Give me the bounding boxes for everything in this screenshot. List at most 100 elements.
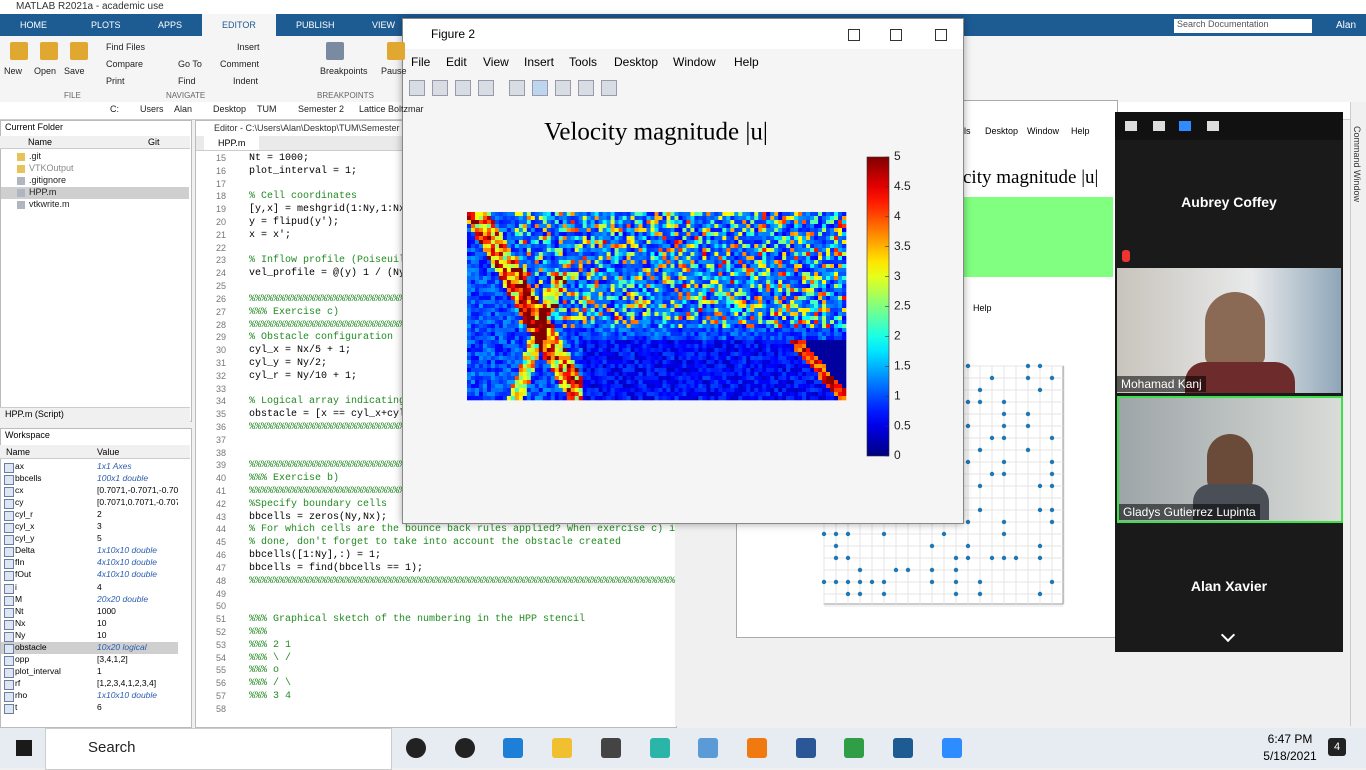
menu-item[interactable]: Window: [673, 55, 716, 69]
var-name[interactable]: Ny: [15, 629, 26, 640]
taskbar-app[interactable]: [746, 738, 767, 758]
toolbar-icon[interactable]: [532, 80, 548, 96]
window-control[interactable]: [935, 29, 947, 41]
file-name[interactable]: .gitignore: [29, 175, 67, 185]
file-name[interactable]: vtkwrite.m: [29, 199, 70, 209]
var-name[interactable]: cyl_y: [15, 533, 35, 544]
ribbon-tab[interactable]: APPS: [158, 20, 183, 30]
toolbar-icon[interactable]: [432, 80, 448, 96]
toolbar-icon[interactable]: [409, 80, 425, 96]
var-name[interactable]: opp: [15, 653, 30, 664]
ribbon-button[interactable]: Indent: [233, 76, 259, 86]
menu-item[interactable]: Desktop: [985, 126, 1019, 136]
var-name[interactable]: M: [15, 593, 23, 604]
menu-item[interactable]: Insert: [524, 55, 555, 69]
address-item[interactable]: C:: [110, 104, 119, 114]
ribbon-button[interactable]: Compare: [106, 59, 144, 69]
taskbar-app[interactable]: [844, 738, 865, 758]
toolbar-icon[interactable]: [478, 80, 494, 96]
menu-item[interactable]: ols: [959, 126, 971, 136]
var-name[interactable]: rho: [15, 689, 28, 700]
address-item[interactable]: Lattice Boltzmar: [359, 104, 424, 114]
taskbar-app[interactable]: [698, 738, 719, 758]
taskbar-app[interactable]: [600, 738, 621, 758]
ribbon-tab[interactable]: VIEW: [372, 20, 396, 30]
ribbon-button[interactable]: Comment: [220, 59, 260, 69]
taskbar-app[interactable]: [503, 738, 524, 758]
zoom-icon[interactable]: [1207, 121, 1219, 131]
ribbon-button[interactable]: Find Files: [106, 42, 146, 52]
file-name[interactable]: .git: [29, 151, 42, 161]
var-name[interactable]: t: [15, 702, 18, 712]
menu-item[interactable]: Edit: [446, 55, 467, 69]
sidebar-text[interactable]: Command Window: [1352, 126, 1362, 203]
ribbon-button[interactable]: Print: [106, 76, 125, 86]
var-name[interactable]: fIn: [15, 557, 25, 568]
editor-tab[interactable]: HPP.m: [204, 136, 260, 150]
menu-item[interactable]: Help: [1071, 126, 1090, 136]
ribbon-button[interactable]: Go To: [178, 59, 202, 69]
menu-item[interactable]: Window: [1027, 126, 1060, 136]
ribbon-button[interactable]: Pause: [381, 66, 407, 76]
taskbar-app[interactable]: [893, 738, 913, 758]
ribbon-button[interactable]: Open: [34, 66, 57, 76]
menu-item[interactable]: Tools: [569, 55, 598, 69]
address-item[interactable]: Desktop: [213, 104, 247, 114]
var-name[interactable]: i: [15, 581, 17, 592]
ribbon-button[interactable]: New: [4, 66, 23, 76]
var-name[interactable]: obstacle: [15, 641, 47, 652]
taskbar-app[interactable]: [795, 738, 816, 758]
address-item[interactable]: TUM: [257, 104, 277, 114]
menu-item[interactable]: Desktop: [614, 55, 659, 69]
var-name[interactable]: ax: [15, 461, 24, 471]
var-name[interactable]: cy: [15, 497, 24, 508]
zoom-icon[interactable]: [1153, 121, 1165, 131]
taskbar-app[interactable]: [406, 738, 426, 758]
ribbon-tab[interactable]: HOME: [20, 20, 47, 30]
address-item[interactable]: Alan: [174, 104, 193, 114]
search-box[interactable]: [45, 728, 392, 770]
ribbon-tab[interactable]: PUBLISH: [296, 20, 335, 30]
scroll-arrow[interactable]: [1220, 627, 1236, 643]
start-button[interactable]: [16, 740, 32, 756]
var-name[interactable]: Nt: [15, 605, 24, 616]
ribbon-button[interactable]: Breakpoints: [320, 66, 368, 76]
ribbon-tab[interactable]: PLOTS: [91, 20, 121, 30]
zoom-icon[interactable]: [1179, 121, 1191, 131]
var-name[interactable]: cyl_r: [15, 509, 33, 520]
menu-item[interactable]: View: [483, 55, 509, 69]
var-name[interactable]: cyl_x: [15, 521, 35, 532]
ribbon-button[interactable]: Save: [64, 66, 85, 76]
ribbon-tab[interactable]: EDITOR: [202, 14, 276, 36]
taskbar-app[interactable]: [649, 738, 670, 758]
window-control[interactable]: [890, 29, 902, 41]
address-item[interactable]: Semester 2: [298, 104, 345, 114]
toolbar-icon[interactable]: [509, 80, 525, 96]
search-box[interactable]: Search Documentation: [1174, 19, 1312, 33]
toolbar-icon[interactable]: [578, 80, 594, 96]
address-item[interactable]: Users: [140, 104, 164, 114]
menu-item[interactable]: Help: [734, 55, 759, 69]
toolbar-icon[interactable]: [555, 80, 571, 96]
toolbar-icon[interactable]: [601, 80, 617, 96]
ribbon-button[interactable]: Find: [178, 76, 196, 86]
taskbar-app[interactable]: [552, 738, 573, 758]
var-name[interactable]: plot_interval: [15, 665, 61, 676]
notification-badge[interactable]: 4: [1328, 738, 1346, 756]
taskbar-app[interactable]: [454, 738, 475, 758]
taskbar-app[interactable]: [941, 738, 962, 758]
menu-item[interactable]: File: [411, 55, 431, 69]
var-name[interactable]: bbcells: [15, 473, 42, 484]
var-name[interactable]: Nx: [15, 617, 26, 628]
toolbar-icon[interactable]: [455, 80, 471, 96]
ribbon-button[interactable]: Insert: [237, 42, 260, 52]
var-name[interactable]: rf: [15, 677, 21, 688]
file-name[interactable]: VTKOutput: [29, 163, 74, 173]
menu-item[interactable]: Help: [973, 303, 992, 313]
zoom-icon[interactable]: [1125, 121, 1137, 131]
var-name[interactable]: cx: [15, 485, 24, 496]
var-name[interactable]: fOut: [15, 569, 32, 580]
window-control[interactable]: [848, 29, 860, 41]
var-name[interactable]: Delta: [15, 545, 35, 556]
file-name[interactable]: HPP.m: [29, 187, 57, 197]
